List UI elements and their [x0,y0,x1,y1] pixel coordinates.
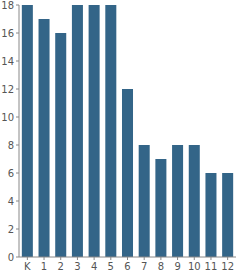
y-tick-label: 18 [1,0,14,11]
bar [72,5,83,257]
bar [205,173,216,257]
y-tick-label: 0 [8,252,14,263]
x-tick-label: 5 [108,261,114,272]
bar [55,33,66,257]
bar [122,89,133,257]
y-tick-label: 6 [8,168,14,179]
x-tick-label: 10 [188,261,201,272]
x-tick-label: 6 [124,261,130,272]
bar [172,145,183,257]
bar [105,5,116,257]
bar [189,145,200,257]
bar [139,145,150,257]
y-tick-label: 2 [8,224,14,235]
bar [155,159,166,257]
x-tick-label: 2 [58,261,64,272]
x-tick-label: 7 [141,261,147,272]
bar [222,173,233,257]
y-tick-label: 14 [1,56,14,67]
x-tick-label: 12 [221,261,234,272]
y-tick-label: 12 [1,84,14,95]
bar [39,19,50,257]
x-tick-label: 3 [74,261,80,272]
x-tick-label: 9 [174,261,180,272]
bar [22,5,33,257]
x-axis [19,257,236,258]
bar [89,5,100,257]
x-tick-label: 1 [41,261,47,272]
x-tick-label: 8 [158,261,164,272]
y-axis [19,5,20,257]
x-tick-label: 4 [91,261,97,272]
x-tick-label: K [24,261,31,272]
y-tick-label: 4 [8,196,14,207]
y-tick-label: 16 [1,28,14,39]
chart: 024681012141618K123456789101112 [0,0,240,277]
bars [22,5,233,257]
x-tick-label: 11 [205,261,218,272]
y-tick-label: 10 [1,112,14,123]
y-tick-label: 8 [8,140,14,151]
